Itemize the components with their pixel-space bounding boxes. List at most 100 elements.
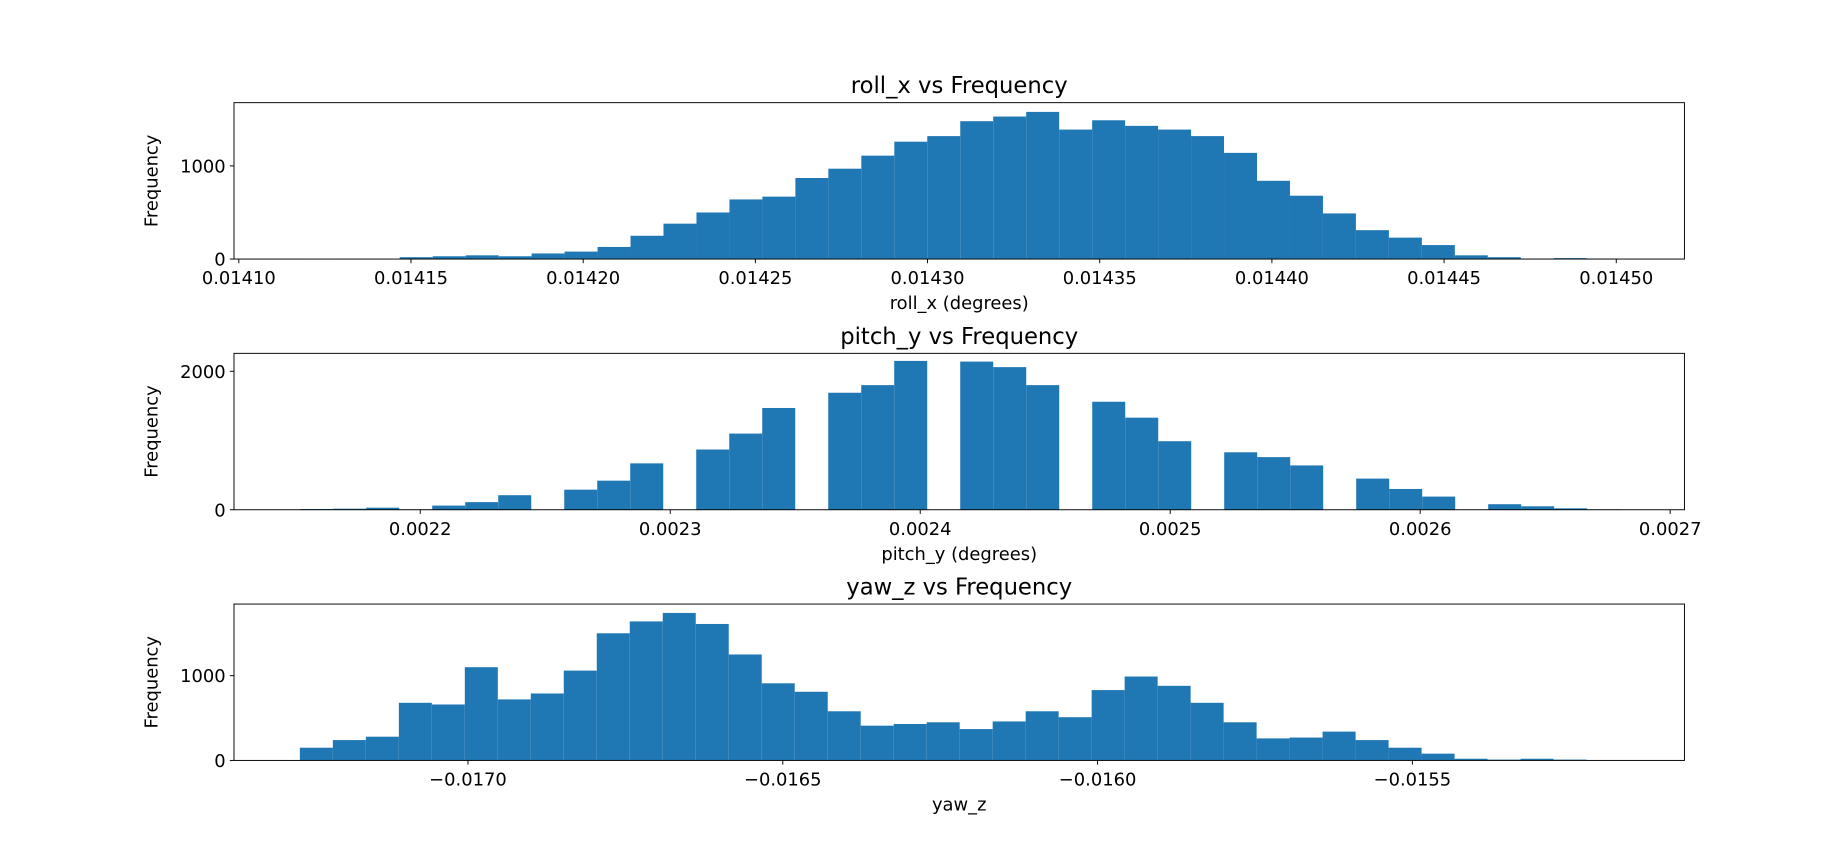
bar [365,736,399,761]
bar [597,246,631,260]
chart-title: pitch_y vs Frequency [840,324,1078,350]
bar [993,116,1027,260]
chart-title: roll_x vs Frequency [851,73,1068,99]
x-tick-label: 0.0025 [1139,519,1202,540]
bar [696,212,730,260]
bar [861,385,895,510]
bar [762,196,796,260]
bar [1257,180,1290,260]
bar [597,480,631,510]
bar [465,255,499,260]
x-tick-label: 0.01445 [1407,268,1481,289]
bar [1125,417,1159,510]
bar [1454,255,1488,260]
bar [794,691,828,761]
bar [695,623,729,761]
bar [728,654,762,761]
x-tick-label: 0.0026 [1389,519,1452,540]
x-axis-label: yaw_z [932,795,987,816]
bar [1487,257,1521,260]
bar [827,711,861,761]
bar [1421,245,1455,260]
bar [1488,504,1522,510]
bar [1356,478,1390,510]
y-tick-label: 0 [214,751,225,772]
bar [662,612,696,761]
bar [1125,125,1159,260]
x-tick-label: −0.0170 [429,770,507,791]
bar [1092,120,1126,260]
bar [1389,488,1423,510]
x-tick-label: 0.0027 [1639,519,1702,540]
x-tick-label: 0.01425 [718,268,792,289]
bar [893,723,927,761]
bar [498,256,532,260]
bar [1422,496,1456,510]
y-tick-label: 1000 [180,156,226,177]
bar [1257,457,1291,510]
bar [332,740,366,761]
bar [464,667,498,761]
bar [960,361,994,510]
bar [1223,722,1257,761]
bar [1520,758,1554,761]
bar [663,223,697,260]
bar [432,256,466,260]
axes-frame [233,603,1685,761]
bar [498,495,532,510]
bar [1388,237,1422,260]
bar [630,235,664,260]
y-tick-label: 1000 [180,666,226,687]
bar [564,489,598,510]
bar [563,670,597,761]
bar [960,121,994,260]
x-tick-label: 0.01430 [891,268,965,289]
bar [1554,508,1588,510]
bar [729,199,763,260]
x-tick-label: 0.0023 [639,519,702,540]
bar [398,702,432,761]
bar [926,722,960,761]
bar [696,449,730,510]
x-tick-label: 0.01450 [1579,268,1653,289]
bar [992,721,1026,761]
y-axis-label: Frequency [142,134,163,227]
x-tick-label: 0.01435 [1063,268,1137,289]
y-tick-label: 0 [214,250,225,271]
bar [596,633,630,761]
bar [894,360,928,510]
y-axis-label: Frequency [142,385,163,478]
bar [1191,136,1225,260]
bar [1388,747,1422,761]
y-axis-label: Frequency [142,636,163,729]
bar [1158,441,1192,510]
x-axis-label: pitch_y (degrees) [881,544,1037,565]
bar [432,505,466,510]
x-tick-label: 0.0022 [389,519,452,540]
bar [629,621,663,761]
bar [1290,465,1324,510]
bar [366,507,400,510]
bar [1091,690,1125,761]
x-tick-label: 0.01440 [1235,268,1309,289]
bar [1059,129,1093,260]
bar [993,367,1027,510]
bar [927,136,961,260]
bar [1092,401,1126,510]
x-tick-label: −0.0165 [744,770,822,791]
bar [894,141,928,260]
bar [795,178,829,260]
axes-frame [233,102,1685,260]
bar [1289,737,1323,761]
bar [497,699,531,761]
bar [1454,758,1488,761]
bar [1289,195,1323,260]
bar [828,392,862,510]
bar [530,693,564,761]
x-tick-label: 0.01420 [546,268,620,289]
bar [828,168,862,260]
bar [861,155,895,260]
bar [1157,685,1191,761]
bar [531,253,565,260]
